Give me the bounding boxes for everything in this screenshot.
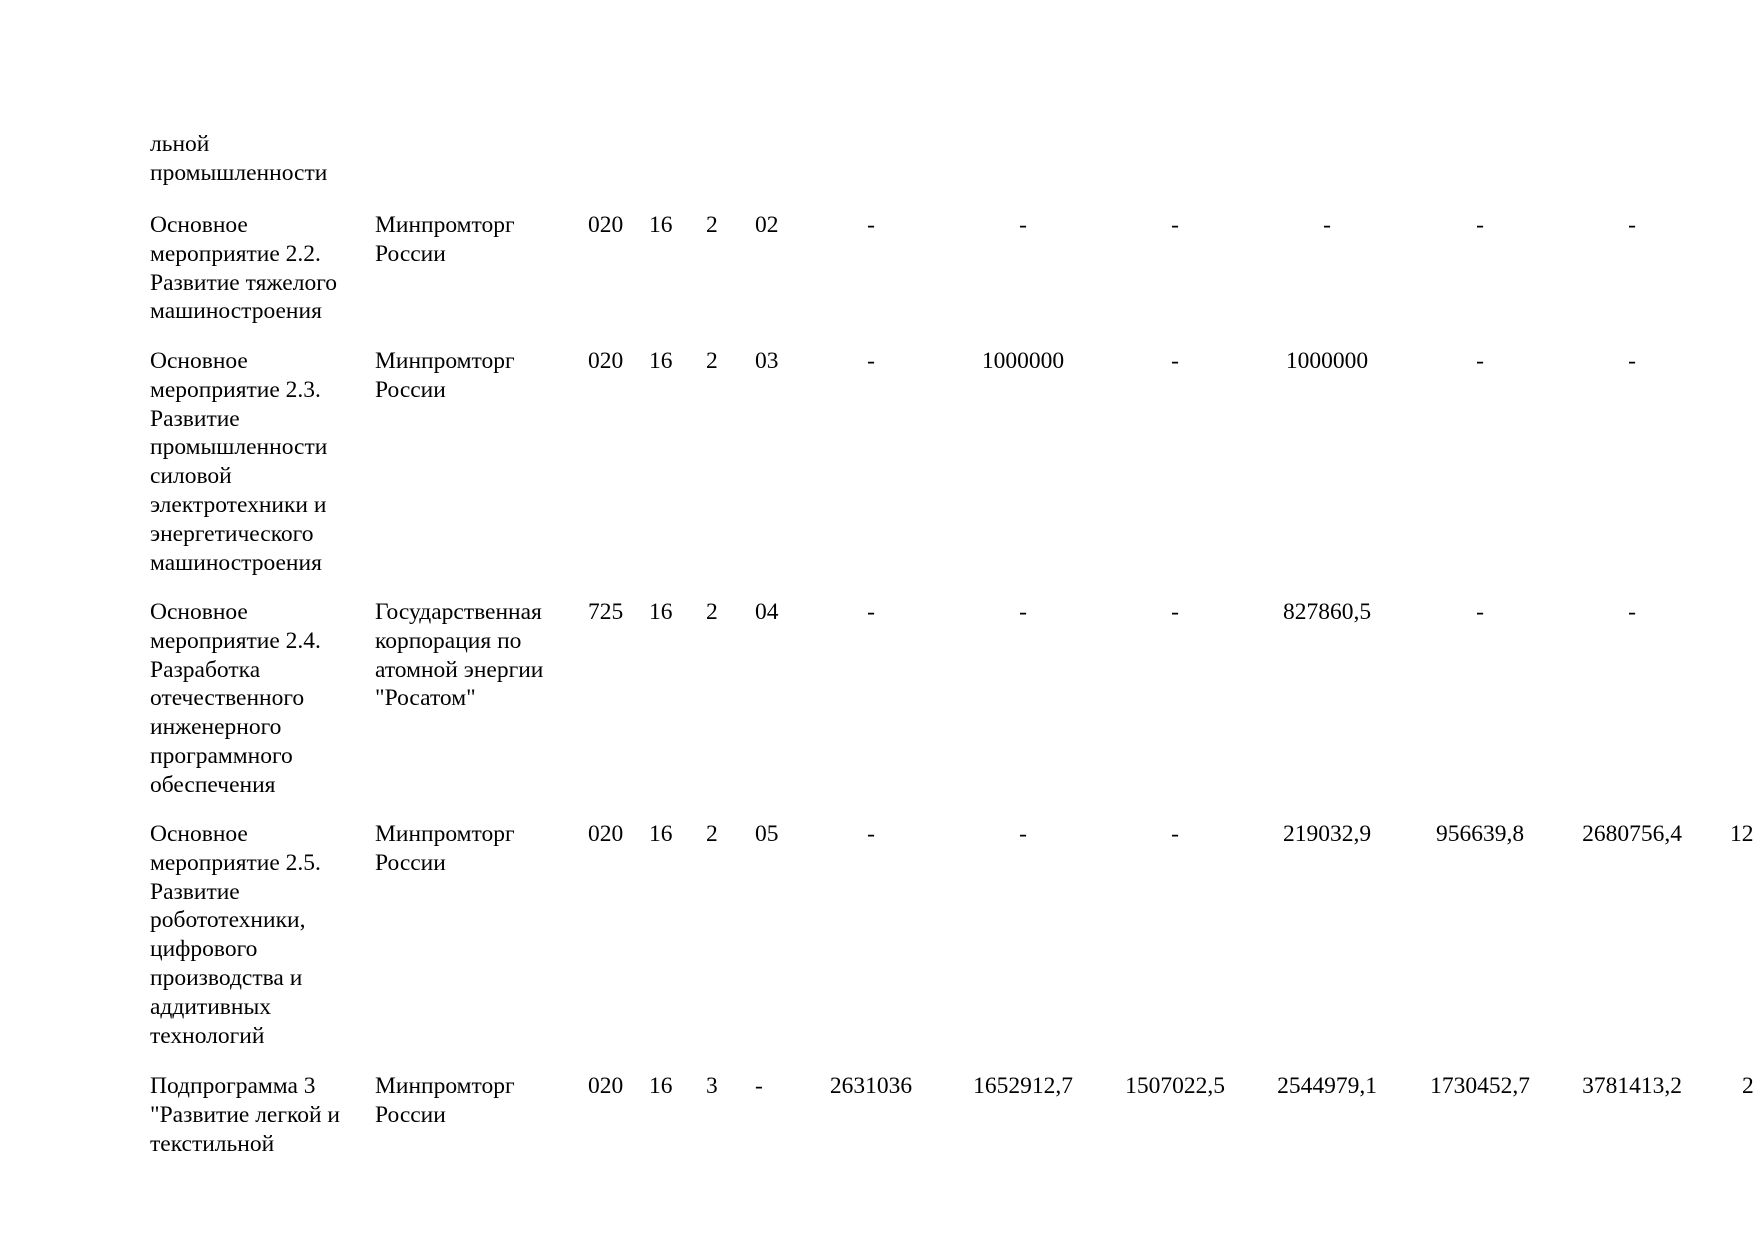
value-cell: -: [1628, 348, 1636, 374]
value-cell: -: [1476, 599, 1484, 625]
grbs-code: 020: [588, 348, 624, 374]
gp-code: 16: [649, 212, 673, 238]
value-cell-clipped: 2: [1742, 1073, 1754, 1099]
value-cell: -: [1019, 821, 1027, 847]
value-cell: 1507022,5: [1125, 1073, 1225, 1099]
value-cell: -: [1628, 599, 1636, 625]
pp-code: 2: [706, 821, 718, 847]
gp-code: 16: [649, 821, 673, 847]
row-name: Основное мероприятие 2.2. Развитие тяжел…: [150, 212, 338, 325]
value-cell: 2631036: [829, 1073, 913, 1099]
value-cell: 3781413,2: [1582, 1073, 1682, 1099]
gp-code: 16: [649, 1073, 673, 1099]
om-code: 02: [755, 212, 779, 238]
value-cell: 2680756,4: [1582, 821, 1682, 847]
grbs-code: 020: [588, 1073, 624, 1099]
responsible: Минпромторг России: [375, 1073, 515, 1128]
row-name: Подпрограмма 3 "Развитие легкой и тексти…: [150, 1073, 340, 1157]
grbs-code: 020: [588, 212, 624, 238]
value-cell: -: [1019, 599, 1027, 625]
value-cell: 1730452,7: [1430, 1073, 1530, 1099]
grbs-code: 725: [588, 599, 624, 625]
value-cell: 1000000: [1285, 348, 1369, 374]
value-cell: -: [1171, 821, 1179, 847]
pp-code: 3: [706, 1073, 718, 1099]
value-cell: -: [1019, 212, 1027, 238]
value-cell: 2544979,1: [1277, 1073, 1377, 1099]
responsible: Государственная корпорация по атомной эн…: [375, 599, 544, 712]
value-cell: -: [1171, 212, 1179, 238]
value-cell: -: [1323, 212, 1331, 238]
value-cell-clipped: 12: [1730, 821, 1754, 847]
value-cell: -: [867, 348, 875, 374]
value-cell: -: [1171, 348, 1179, 374]
responsible: Минпромторг России: [375, 821, 515, 876]
pp-code: 2: [706, 212, 718, 238]
row-name: Основное мероприятие 2.3. Развитие промы…: [150, 348, 328, 576]
om-code: -: [755, 1073, 763, 1099]
value-cell: -: [1628, 212, 1636, 238]
om-code: 05: [755, 821, 779, 847]
grbs-code: 020: [588, 821, 624, 847]
pp-code: 2: [706, 348, 718, 374]
gp-code: 16: [649, 599, 673, 625]
value-cell: 827860,5: [1282, 599, 1372, 625]
responsible: Минпромторг России: [375, 348, 515, 403]
om-code: 04: [755, 599, 779, 625]
row-name: Основное мероприятие 2.4. Разработка оте…: [150, 599, 321, 798]
value-cell: -: [1476, 348, 1484, 374]
value-cell: -: [1476, 212, 1484, 238]
value-cell: 1652912,7: [973, 1073, 1073, 1099]
value-cell: 956639,8: [1435, 821, 1525, 847]
pp-code: 2: [706, 599, 718, 625]
value-cell: -: [867, 821, 875, 847]
om-code: 03: [755, 348, 779, 374]
gp-code: 16: [649, 348, 673, 374]
value-cell: -: [1171, 599, 1179, 625]
value-cell: 1000000: [981, 348, 1065, 374]
value-cell: 219032,9: [1282, 821, 1372, 847]
row-name: льной промышленности: [150, 131, 328, 186]
responsible: Минпромторг России: [375, 212, 515, 267]
value-cell: -: [867, 599, 875, 625]
value-cell: -: [867, 212, 875, 238]
row-name: Основное мероприятие 2.5. Развитие робот…: [150, 821, 321, 1049]
